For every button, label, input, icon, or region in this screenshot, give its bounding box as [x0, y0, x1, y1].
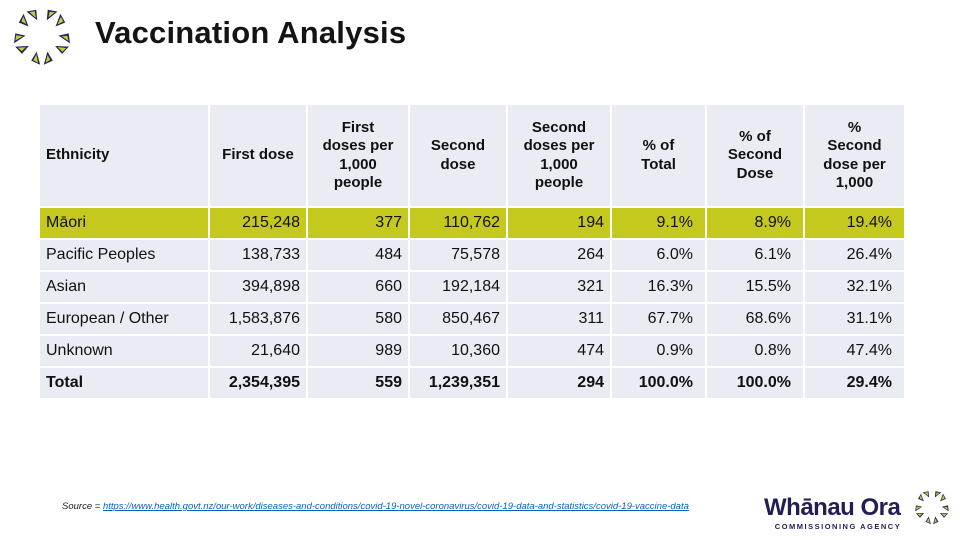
- table-cell: Unknown: [40, 336, 208, 366]
- source-line: Source = https://www.health.govt.nz/our-…: [62, 501, 689, 512]
- table-cell: 1,239,351: [410, 368, 506, 398]
- table-cell: 21,640: [210, 336, 306, 366]
- table-cell: 47.4%: [805, 336, 904, 366]
- table-cell: Total: [40, 368, 208, 398]
- agency-pentagon-logo-icon: [12, 6, 72, 66]
- table-cell: Māori: [40, 208, 208, 238]
- table-cell: 484: [308, 240, 408, 270]
- table-row-european-other: European / Other 1,583,876 580 850,467 3…: [40, 304, 904, 334]
- table-cell: 19.4%: [805, 208, 904, 238]
- table-cell: 68.6%: [707, 304, 803, 334]
- table-cell: 75,578: [410, 240, 506, 270]
- column-header-pct-second-dose: % of Second Dose: [707, 105, 803, 206]
- table-cell: 138,733: [210, 240, 306, 270]
- agency-subtitle: COMMISSIONING AGENCY: [774, 522, 902, 531]
- table-cell: 100.0%: [707, 368, 803, 398]
- table-cell: 16.3%: [612, 272, 705, 302]
- table-cell: 474: [508, 336, 610, 366]
- table-cell: 989: [308, 336, 408, 366]
- table-cell: 8.9%: [707, 208, 803, 238]
- source-label: Source =: [62, 501, 103, 512]
- column-header-pct-total: % of Total: [612, 105, 705, 206]
- table-cell: 9.1%: [612, 208, 705, 238]
- table-cell: 580: [308, 304, 408, 334]
- agency-pentagon-logo-small-icon: [914, 489, 950, 525]
- table-row-unknown: Unknown 21,640 989 10,360 474 0.9% 0.8% …: [40, 336, 904, 366]
- table-row-maori: Māori 215,248 377 110,762 194 9.1% 8.9% …: [40, 208, 904, 238]
- column-header-ethnicity: Ethnicity: [40, 105, 208, 206]
- table-cell: 559: [308, 368, 408, 398]
- table-cell: 10,360: [410, 336, 506, 366]
- table-cell: 194: [508, 208, 610, 238]
- table-cell: European / Other: [40, 304, 208, 334]
- table-cell: 31.1%: [805, 304, 904, 334]
- table-cell: 110,762: [410, 208, 506, 238]
- agency-brand-block: Whānau Ora COMMISSIONING AGENCY: [764, 494, 956, 536]
- table-cell: 215,248: [210, 208, 306, 238]
- slide-title: Vaccination Analysis: [95, 15, 407, 50]
- table-cell: 850,467: [410, 304, 506, 334]
- table-row-asian: Asian 394,898 660 192,184 321 16.3% 15.5…: [40, 272, 904, 302]
- header-row: Ethnicity First dose First doses per 1,0…: [40, 105, 904, 206]
- column-header-first-per-1000: First doses per 1,000 people: [308, 105, 408, 206]
- table-cell: 0.9%: [612, 336, 705, 366]
- table-cell: Pacific Peoples: [40, 240, 208, 270]
- table-cell: 377: [308, 208, 408, 238]
- table-cell: 394,898: [210, 272, 306, 302]
- table-cell: 26.4%: [805, 240, 904, 270]
- vaccination-table: Ethnicity First dose First doses per 1,0…: [38, 103, 906, 400]
- table-cell: Asian: [40, 272, 208, 302]
- table-cell: 32.1%: [805, 272, 904, 302]
- table-cell: 67.7%: [612, 304, 705, 334]
- table-cell: 2,354,395: [210, 368, 306, 398]
- table-row-pacific: Pacific Peoples 138,733 484 75,578 264 6…: [40, 240, 904, 270]
- column-header-pct-second-per-1000: % Second dose per 1,000: [805, 105, 904, 206]
- agency-wordmark: Whānau Ora: [764, 494, 901, 521]
- source-link[interactable]: https://www.health.govt.nz/our-work/dise…: [102, 501, 689, 512]
- column-header-second-dose: Second dose: [410, 105, 506, 206]
- table-cell: 311: [508, 304, 610, 334]
- table-cell: 15.5%: [707, 272, 803, 302]
- table-cell: 264: [508, 240, 610, 270]
- column-header-first-dose: First dose: [210, 105, 306, 206]
- table-cell: 1,583,876: [210, 304, 306, 334]
- table-cell: 29.4%: [805, 368, 904, 398]
- table-cell: 294: [508, 368, 610, 398]
- table-cell: 192,184: [410, 272, 506, 302]
- table-cell: 100.0%: [612, 368, 705, 398]
- table-cell: 321: [508, 272, 610, 302]
- table-cell: 6.1%: [707, 240, 803, 270]
- table-row-total: Total 2,354,395 559 1,239,351 294 100.0%…: [40, 368, 904, 398]
- table-cell: 6.0%: [612, 240, 705, 270]
- table-cell: 660: [308, 272, 408, 302]
- column-header-second-per-1000: Second doses per 1,000 people: [508, 105, 610, 206]
- table-cell: 0.8%: [707, 336, 803, 366]
